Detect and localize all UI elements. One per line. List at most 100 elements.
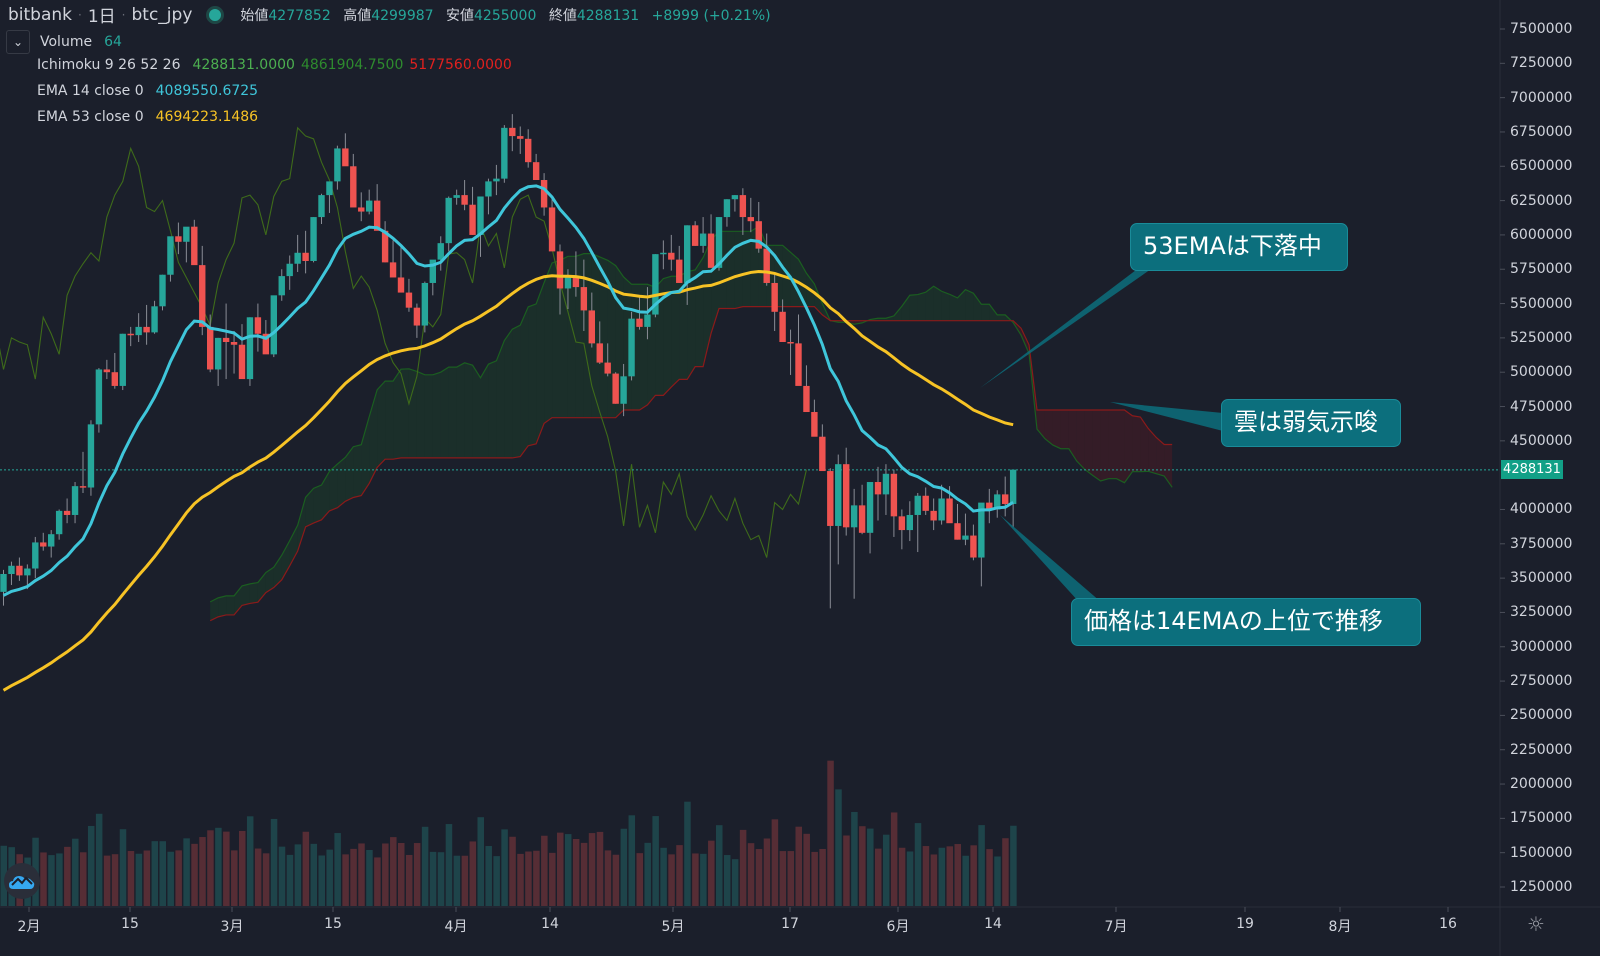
- candle-body: [421, 282, 429, 326]
- ema53-name[interactable]: EMA 53 close 0: [37, 109, 144, 125]
- candle-body: [819, 436, 826, 472]
- ichimoku-cloud-segment: [997, 314, 1006, 321]
- ichimoku-cloud-segment: [210, 597, 219, 621]
- volume-bar: [827, 760, 834, 906]
- candle-body: [326, 181, 333, 196]
- candle-body: [238, 344, 246, 380]
- price-axis-label: 5000000: [1510, 364, 1573, 381]
- candle-body: [429, 259, 436, 283]
- candle-body: [79, 486, 87, 488]
- ichimoku-cloud-segment: [242, 583, 250, 606]
- volume-bar: [103, 855, 111, 906]
- ichimoku-cloud-segment: [432, 372, 441, 458]
- volume-bar: [700, 853, 707, 906]
- ichimoku-cloud-segment: [726, 231, 735, 309]
- candle-body: [930, 510, 937, 521]
- open-value: 4277852: [268, 7, 331, 24]
- volume-bar: [636, 853, 643, 906]
- volume-bar: [843, 835, 850, 906]
- ichimoku-cloud-segment: [488, 360, 497, 458]
- candle-body: [143, 326, 150, 333]
- time-axis-label: 7月: [1104, 919, 1128, 935]
- price-axis-label: 1250000: [1510, 879, 1573, 895]
- ichimoku-cloud-segment: [1060, 410, 1069, 449]
- candle-body: [397, 277, 405, 293]
- volume-bar: [294, 844, 302, 906]
- ema14-name[interactable]: EMA 14 close 0: [37, 83, 144, 99]
- candle-body: [437, 243, 444, 260]
- volume-bar: [946, 846, 954, 906]
- price-axis-label: 2250000: [1510, 741, 1573, 758]
- candle-body: [254, 317, 262, 334]
- candle-body: [151, 306, 158, 333]
- volume-bar: [48, 855, 55, 906]
- ichimoku-cloud-segment: [401, 368, 409, 458]
- candle-body: [811, 412, 818, 437]
- candle-body: [373, 200, 381, 231]
- callout-cloud-bearish[interactable]: 雲は弱気示唆: [1221, 399, 1401, 447]
- candle-body: [850, 505, 858, 528]
- candle-body: [509, 127, 516, 137]
- price-axis-label: 6750000: [1510, 123, 1573, 140]
- volume-bar: [87, 825, 95, 906]
- ema14-legend: EMA 14 close 0 4089550.6725: [37, 83, 258, 99]
- volume-bar: [80, 852, 87, 906]
- ichimoku-cloud-segment: [377, 381, 386, 468]
- volume-bar: [660, 847, 667, 906]
- volume-name[interactable]: Volume: [40, 34, 93, 50]
- candle-body: [175, 236, 182, 242]
- candle-body: [803, 385, 810, 413]
- ichimoku-cloud-segment: [321, 471, 330, 520]
- candle-body: [827, 471, 834, 526]
- exchange-name[interactable]: bitbank: [8, 4, 73, 25]
- candle-body: [898, 516, 906, 531]
- collapse-legend-button[interactable]: ⌄: [6, 30, 30, 54]
- price-axis-label: 6000000: [1510, 226, 1573, 243]
- candle-body: [310, 217, 317, 262]
- ichimoku-name[interactable]: Ichimoku 9 26 52 26: [37, 57, 181, 73]
- ichimoku-cloud-segment: [1132, 415, 1141, 472]
- volume-bar: [278, 846, 286, 906]
- volume-bar: [40, 852, 47, 906]
- volume-bar: [580, 842, 588, 906]
- price-axis-label: 3750000: [1510, 535, 1573, 552]
- callout-53ema-falling[interactable]: 53EMAは下落中: [1130, 223, 1348, 271]
- ichimoku-cloud-segment: [393, 369, 401, 460]
- candle-body: [540, 180, 548, 208]
- candle-body: [660, 252, 667, 255]
- close-value: 4288131: [576, 7, 640, 24]
- candle-body: [882, 473, 890, 495]
- ichimoku-cloud-segment: [734, 231, 743, 309]
- ichimoku-cloud-segment: [424, 374, 433, 458]
- volume-legend: ⌄ Volume 64: [6, 30, 122, 54]
- chart-settings-gear-icon[interactable]: ☼: [1527, 912, 1545, 936]
- ichimoku-cloud-segment: [297, 497, 306, 552]
- volume-value: 64: [104, 34, 122, 50]
- ichimoku-cloud-segment: [552, 260, 560, 418]
- volume-bar: [652, 816, 659, 906]
- time-axis-label: 14: [984, 916, 1002, 932]
- interval-label[interactable]: 1日: [87, 7, 116, 27]
- volume-bar: [771, 819, 779, 906]
- candle-body: [532, 162, 540, 181]
- volume-bar: [604, 850, 612, 906]
- volume-bar: [445, 824, 453, 906]
- cloud-chart-icon: [9, 876, 35, 889]
- ichimoku-cloud-segment: [981, 304, 990, 321]
- tradingview-logo[interactable]: [4, 863, 40, 899]
- volume-bar: [151, 841, 159, 906]
- separator: ·: [121, 7, 126, 22]
- volume-bar: [437, 852, 445, 906]
- ichimoku-cloud-segment: [385, 381, 394, 460]
- volume-bar: [1002, 838, 1009, 906]
- volume-bar: [493, 856, 500, 906]
- time-axis-label: 5月: [661, 919, 685, 935]
- volume-bar: [692, 853, 699, 906]
- symbol-label[interactable]: btc_jpy: [131, 4, 193, 25]
- volume-bar: [588, 833, 596, 906]
- callout-price-above-14ema[interactable]: 価格は14EMAの上位で推移: [1071, 598, 1421, 646]
- candle-body: [199, 265, 206, 327]
- chevron-down-icon: ⌄: [12, 35, 24, 49]
- ichimoku-cloud-segment: [408, 368, 417, 458]
